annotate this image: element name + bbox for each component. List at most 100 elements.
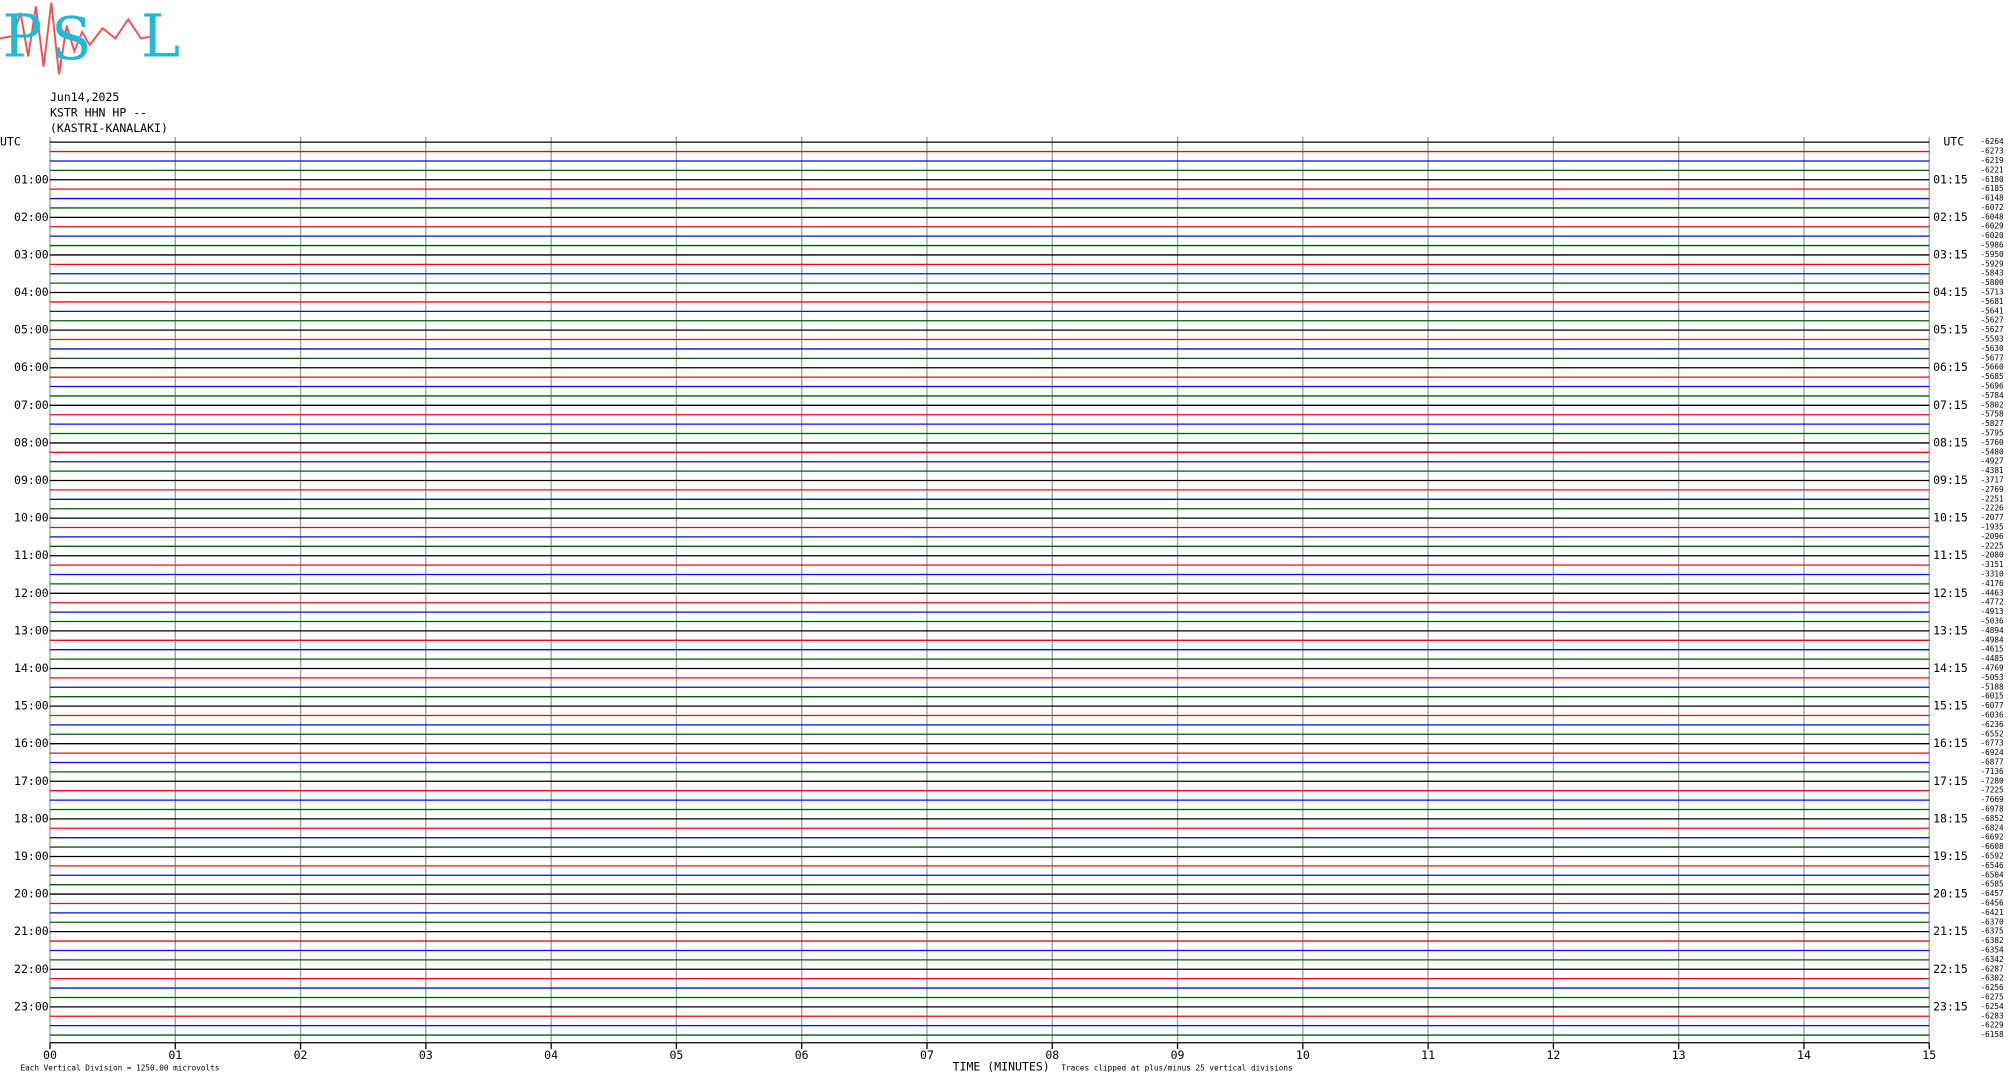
left-time-label: 19:00 [14, 849, 49, 863]
trace-value: -6029 [1981, 222, 2004, 231]
station-name: (KASTRI-KANALAKI) [50, 121, 168, 135]
right-time-label: 13:15 [1933, 623, 1968, 637]
trace-value: -4176 [1981, 579, 2004, 588]
trace-value: -6504 [1981, 870, 2004, 879]
left-time-label: 05:00 [14, 323, 49, 337]
trace-value: -5188 [1981, 682, 2004, 691]
left-time-label: 23:00 [14, 999, 49, 1013]
x-tick-label: 00 [43, 1048, 57, 1062]
x-tick-label: 12 [1546, 1048, 1560, 1062]
trace-value: -5802 [1981, 400, 2004, 409]
trace-value: -6978 [1981, 804, 2004, 813]
x-tick-label: 15 [1922, 1048, 1936, 1062]
trace-value: -5784 [1981, 391, 2004, 400]
trace-value: -5758 [1981, 410, 2004, 419]
trace-value: -6077 [1981, 701, 2004, 710]
right-time-label: 01:15 [1933, 172, 1968, 186]
left-time-label: 11:00 [14, 548, 49, 562]
trace-value: -2096 [1981, 532, 2004, 541]
trace-value: -6283 [1981, 1011, 2004, 1020]
scale-note: Each Vertical Division = 1250.00 microvo… [21, 1063, 220, 1072]
trace-value: -6824 [1981, 823, 2004, 832]
trace-value: -6158 [1981, 1030, 2004, 1039]
trace-value: -6342 [1981, 955, 2004, 964]
left-time-label: 12:00 [14, 586, 49, 600]
right-time-label: 15:15 [1933, 699, 1968, 713]
right-time-label: 04:15 [1933, 285, 1968, 299]
trace-value: -4927 [1981, 457, 2004, 466]
trace-value: -7669 [1981, 795, 2004, 804]
right-time-label: 07:15 [1933, 398, 1968, 412]
trace-value: -6072 [1981, 203, 2004, 212]
trace-value: -6692 [1981, 833, 2004, 842]
trace-value: -6254 [1981, 1002, 2004, 1011]
trace-value: -4894 [1981, 626, 2004, 635]
trace-value: -6185 [1981, 184, 2004, 193]
x-tick-label: 04 [544, 1048, 558, 1062]
trace-value: -6585 [1981, 880, 2004, 889]
trace-value: -2080 [1981, 551, 2004, 560]
right-time-label: 23:15 [1933, 999, 1968, 1013]
trace-value: -5685 [1981, 372, 2004, 381]
right-time-label: 17:15 [1933, 774, 1968, 788]
trace-value: -5950 [1981, 250, 2004, 259]
left-time-label: 16:00 [14, 736, 49, 750]
left-time-label: 04:00 [14, 285, 49, 299]
right-time-label: 10:15 [1933, 511, 1968, 525]
trace-value: -5593 [1981, 335, 2004, 344]
left-time-label: 17:00 [14, 774, 49, 788]
right-time-label: 06:15 [1933, 360, 1968, 374]
trace-value: -6287 [1981, 964, 2004, 973]
trace-value: -2225 [1981, 541, 2004, 550]
left-time-label: 14:00 [14, 661, 49, 675]
trace-value: -5986 [1981, 241, 2004, 250]
trace-value: -6221 [1981, 165, 2004, 174]
trace-value: -6236 [1981, 720, 2004, 729]
trace-value: -3310 [1981, 570, 2004, 579]
trace-value: -6219 [1981, 156, 2004, 165]
x-tick-label: 05 [669, 1048, 683, 1062]
trace-value: -6552 [1981, 729, 2004, 738]
trace-value: -2077 [1981, 513, 2004, 522]
x-tick-label: 01 [168, 1048, 182, 1062]
left-time-label: 03:00 [14, 247, 49, 261]
trace-value: -6370 [1981, 917, 2004, 926]
trace-value: -5627 [1981, 316, 2004, 325]
trace-value: -6036 [1981, 710, 2004, 719]
left-time-label: 01:00 [14, 172, 49, 186]
trace-value: -6273 [1981, 147, 2004, 156]
trace-value: -6275 [1981, 992, 2004, 1001]
x-tick-label: 06 [795, 1048, 809, 1062]
trace-value: -4381 [1981, 466, 2004, 475]
x-tick-label: 14 [1797, 1048, 1811, 1062]
logo-letter: P [3, 2, 43, 71]
right-time-label: 20:15 [1933, 887, 1968, 901]
trace-value: -6852 [1981, 814, 2004, 823]
x-tick-label: 07 [920, 1048, 934, 1062]
trace-value: -2226 [1981, 504, 2004, 513]
logo-letter: L [141, 2, 180, 71]
trace-value: -6256 [1981, 983, 2004, 992]
trace-value: -6592 [1981, 851, 2004, 860]
right-time-label: 05:15 [1933, 323, 1968, 337]
left-time-label: 15:00 [14, 699, 49, 713]
trace-value: -6015 [1981, 692, 2004, 701]
trace-value: -6877 [1981, 757, 2004, 766]
x-tick-label: 02 [294, 1048, 308, 1062]
trace-value: -3151 [1981, 560, 2004, 569]
trace-value: -5929 [1981, 259, 2004, 268]
trace-value: -3717 [1981, 476, 2004, 485]
x-tick-label: 03 [419, 1048, 433, 1062]
right-time-label: 11:15 [1933, 548, 1968, 562]
left-time-label: UTC [0, 135, 21, 149]
trace-value: -5696 [1981, 382, 2004, 391]
right-time-label: 21:15 [1933, 924, 1968, 938]
right-time-label: 12:15 [1933, 586, 1968, 600]
left-time-label: 07:00 [14, 398, 49, 412]
trace-value: -6457 [1981, 889, 2004, 898]
trace-value: -5630 [1981, 344, 2004, 353]
right-time-label: 16:15 [1933, 736, 1968, 750]
trace-value: -6020 [1981, 231, 2004, 240]
trace-value: -4772 [1981, 598, 2004, 607]
